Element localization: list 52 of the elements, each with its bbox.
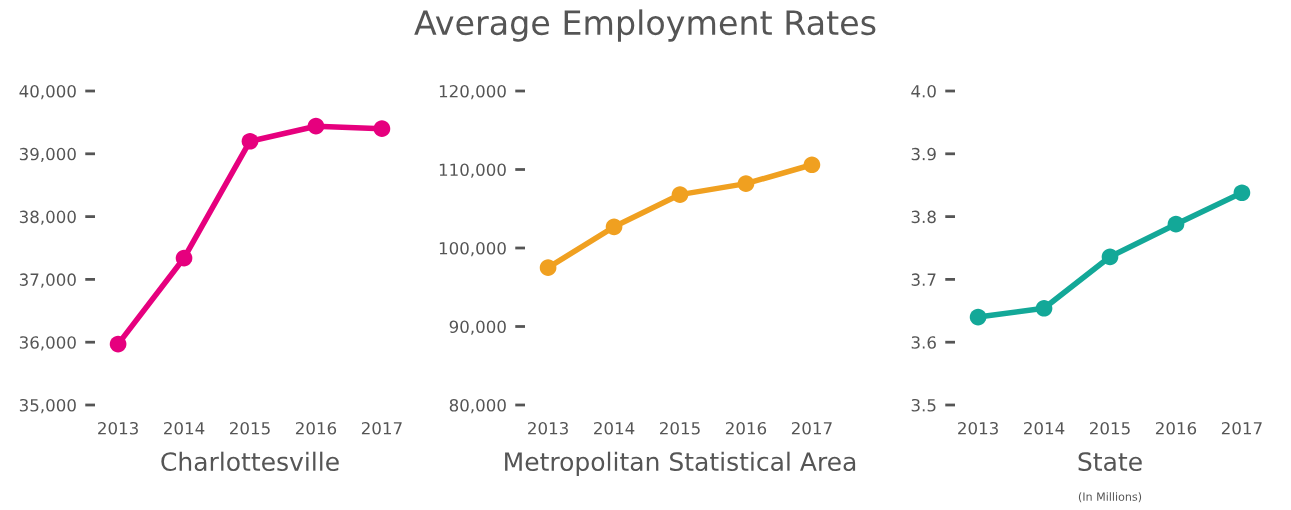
point bbox=[1101, 248, 1119, 266]
point bbox=[671, 186, 689, 203]
y-tick-label: 40,000 bbox=[19, 84, 76, 100]
y-tick-label: 37,000 bbox=[19, 273, 76, 288]
y-tick-label: 80,000 bbox=[449, 398, 506, 414]
y-tick-label: 39,000 bbox=[19, 147, 76, 163]
point bbox=[1167, 215, 1185, 233]
y-tick-label: 3.5 bbox=[911, 398, 936, 412]
x-tick-label: 2017 bbox=[791, 421, 832, 435]
y-tick-label: 36,000 bbox=[19, 336, 76, 351]
y-tick-label: 3.8 bbox=[911, 210, 936, 224]
x-tick-label: 2015 bbox=[1090, 421, 1130, 435]
point bbox=[109, 335, 127, 353]
y-tick-label: 100,000 bbox=[439, 241, 506, 257]
x-tick-label: 2013 bbox=[958, 421, 998, 435]
x-tick-label: 2014 bbox=[1024, 421, 1065, 435]
x-tick-label: 2014 bbox=[594, 421, 635, 435]
point bbox=[605, 218, 623, 236]
chart-title: Average Employment Rates bbox=[414, 9, 876, 42]
y-tick-label: 4.0 bbox=[911, 84, 936, 98]
y-tick-label: 38,000 bbox=[19, 210, 76, 225]
x-tick-label: 2015 bbox=[230, 421, 270, 435]
point bbox=[969, 308, 987, 326]
x-tick-label: 2016 bbox=[725, 421, 767, 435]
x-tick-label: 2013 bbox=[528, 421, 568, 435]
x-tick-label: 2017 bbox=[1221, 421, 1262, 435]
x-tick-label: 2016 bbox=[295, 421, 337, 435]
y-tick-label: 120,000 bbox=[439, 84, 506, 100]
y-tick-label: 90,000 bbox=[449, 320, 506, 335]
x-axis-title: Charlottesville bbox=[161, 451, 339, 472]
y-tick-label: 3.7 bbox=[911, 273, 936, 286]
point bbox=[241, 132, 259, 150]
point bbox=[175, 249, 193, 267]
y-tick-label: 110,000 bbox=[439, 163, 506, 178]
point bbox=[1035, 299, 1053, 317]
point bbox=[737, 175, 755, 192]
x-tick-label: 2017 bbox=[361, 421, 402, 435]
x-axis-title: State bbox=[1078, 452, 1142, 472]
y-tick-label: 3.6 bbox=[911, 336, 936, 349]
point bbox=[803, 156, 821, 174]
y-tick-label: 3.9 bbox=[911, 147, 936, 161]
x-tick-label: 2013 bbox=[98, 421, 138, 435]
point bbox=[539, 259, 557, 276]
point bbox=[1233, 184, 1251, 202]
text: (In Millions) bbox=[1078, 492, 1142, 503]
x-tick-label: 2014 bbox=[164, 421, 205, 435]
x-axis-title: Metropolitan Statistical Area bbox=[505, 451, 856, 476]
point bbox=[307, 117, 325, 135]
x-tick-label: 2015 bbox=[660, 421, 700, 435]
x-tick-label: 2016 bbox=[1155, 421, 1197, 435]
y-tick-label: 35,000 bbox=[19, 398, 76, 414]
point bbox=[373, 120, 391, 138]
